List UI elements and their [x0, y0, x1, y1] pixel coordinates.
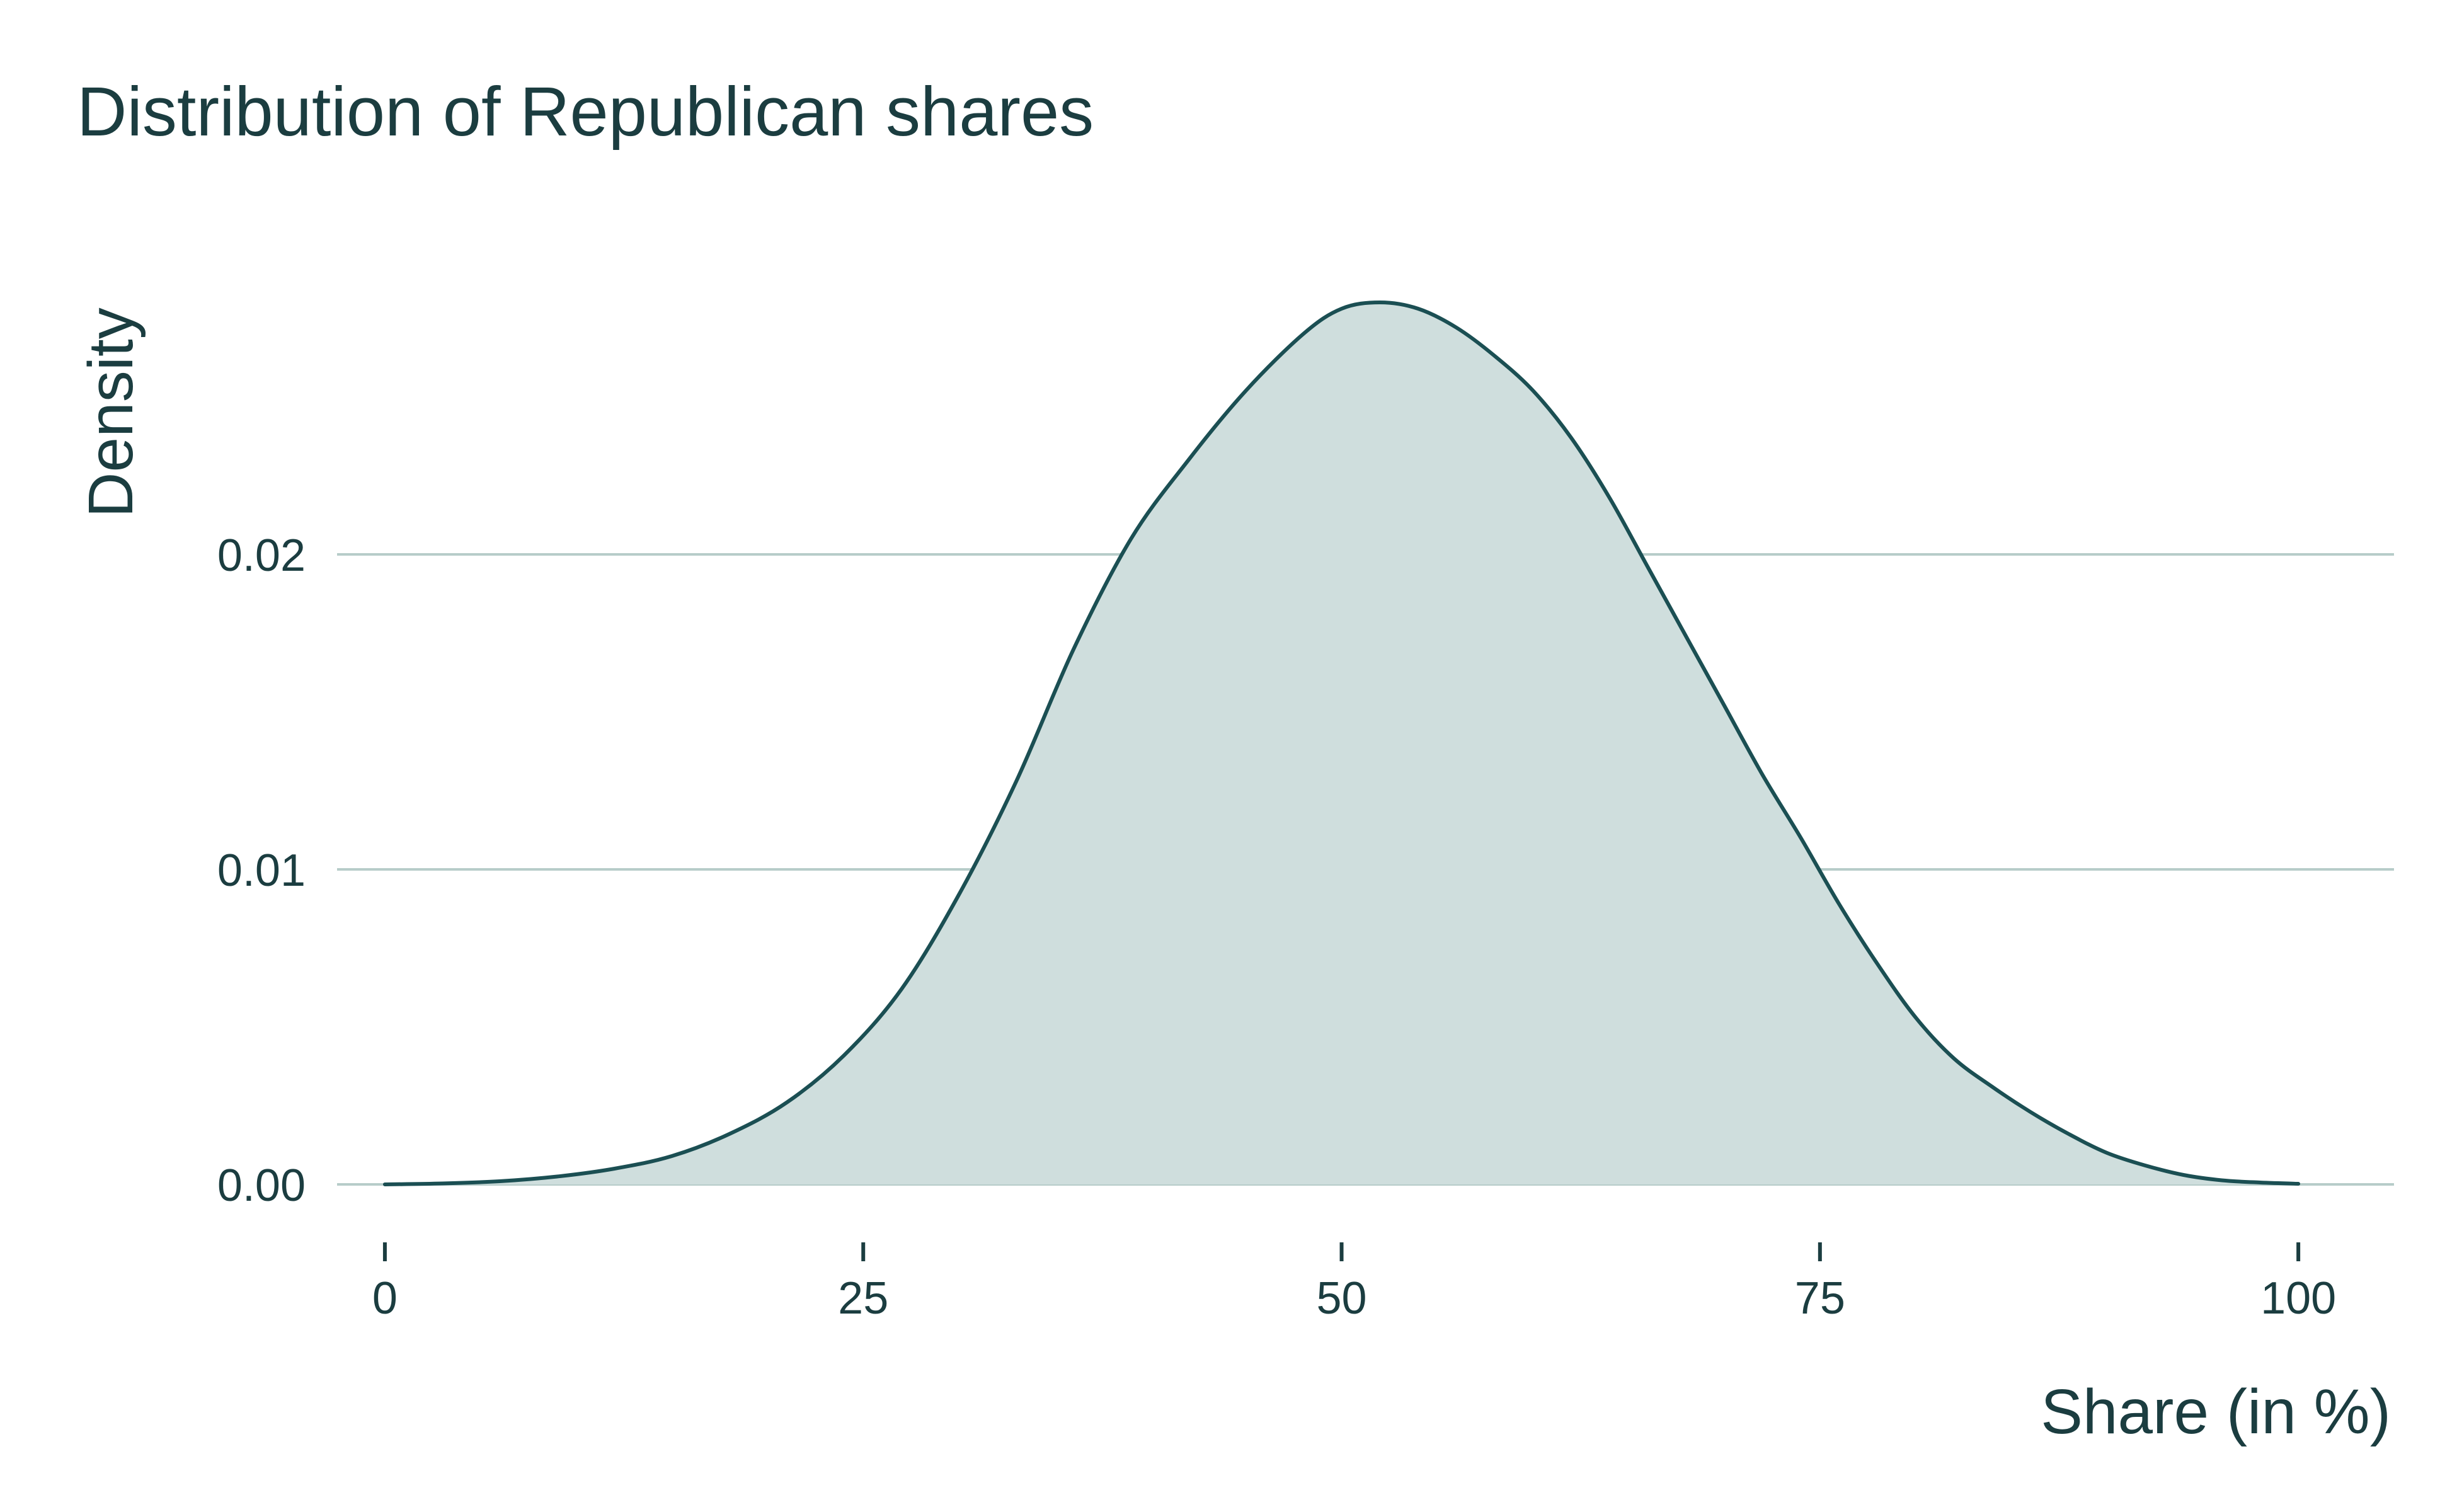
y-tick-label-2: 0.02 [217, 530, 306, 581]
x-tick-label-3: 75 [1795, 1273, 1845, 1324]
x-tick-label-4: 100 [2260, 1273, 2336, 1324]
y-axis-ticks: 0.00 0.01 0.02 [217, 530, 306, 1211]
y-tick-label-0: 0.00 [217, 1160, 306, 1211]
y-axis-title: Density [76, 307, 146, 517]
x-tick-label-2: 50 [1316, 1273, 1366, 1324]
density-area-group [384, 302, 2299, 1184]
density-line-group [382, 301, 2301, 1186]
x-axis-ticks: 0 25 50 75 100 [372, 1242, 2336, 1324]
x-axis-title: Share (in %) [2041, 1377, 2391, 1447]
density-line [382, 301, 2301, 1186]
density-area [384, 302, 2299, 1184]
x-tick-label-0: 0 [372, 1273, 398, 1324]
y-tick-label-1: 0.01 [217, 845, 306, 896]
chart-title: Distribution of Republican shares [77, 73, 1094, 151]
x-tick-label-1: 25 [838, 1273, 888, 1324]
